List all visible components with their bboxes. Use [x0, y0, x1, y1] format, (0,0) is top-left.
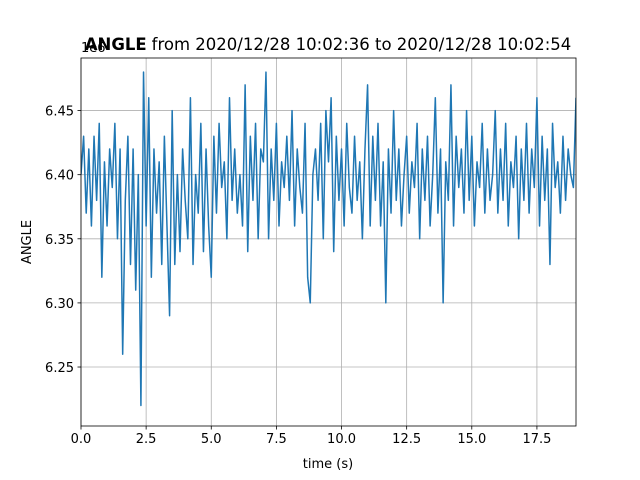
- x-tick-label: 5.0: [201, 432, 222, 447]
- x-tick-label: 17.5: [522, 432, 551, 447]
- x-tick-label: 7.5: [266, 432, 287, 447]
- x-tick-label: 12.5: [392, 432, 421, 447]
- y-tick-label: 6.25: [45, 361, 74, 376]
- plot-area: [81, 71, 576, 407]
- y-tick-label: 6.35: [45, 233, 74, 248]
- x-tick-label: 0.0: [71, 432, 92, 447]
- chart-title: ANGLE from 2020/12/28 10:02:36 to 2020/12…: [85, 35, 572, 54]
- y-tick-label: 6.30: [45, 297, 74, 312]
- y-tick-label: 6.45: [45, 105, 74, 120]
- data-line: [81, 71, 576, 407]
- y-offset-label: 1e6: [81, 41, 106, 56]
- ticks: 0.0 2.5 5.0 7.5 10.0 12.5 15.0 17.5 6.25 6.30 6.35…: [45, 105, 551, 447]
- title-suffix: from 2020/12/28 10:02:36 to 2020/12/28 1…: [152, 35, 572, 54]
- axes-frame: [80, 57, 577, 427]
- y-axis-label: ANGLE: [20, 220, 35, 264]
- x-tick-label: 2.5: [136, 432, 157, 447]
- title-bold: ANGLE: [85, 35, 147, 54]
- x-tick-label: 15.0: [457, 432, 486, 447]
- x-axis-label: time (s): [303, 457, 353, 472]
- y-tick-label: 6.40: [45, 169, 74, 184]
- grid: [80, 58, 576, 426]
- x-tick-label: 10.0: [327, 432, 356, 447]
